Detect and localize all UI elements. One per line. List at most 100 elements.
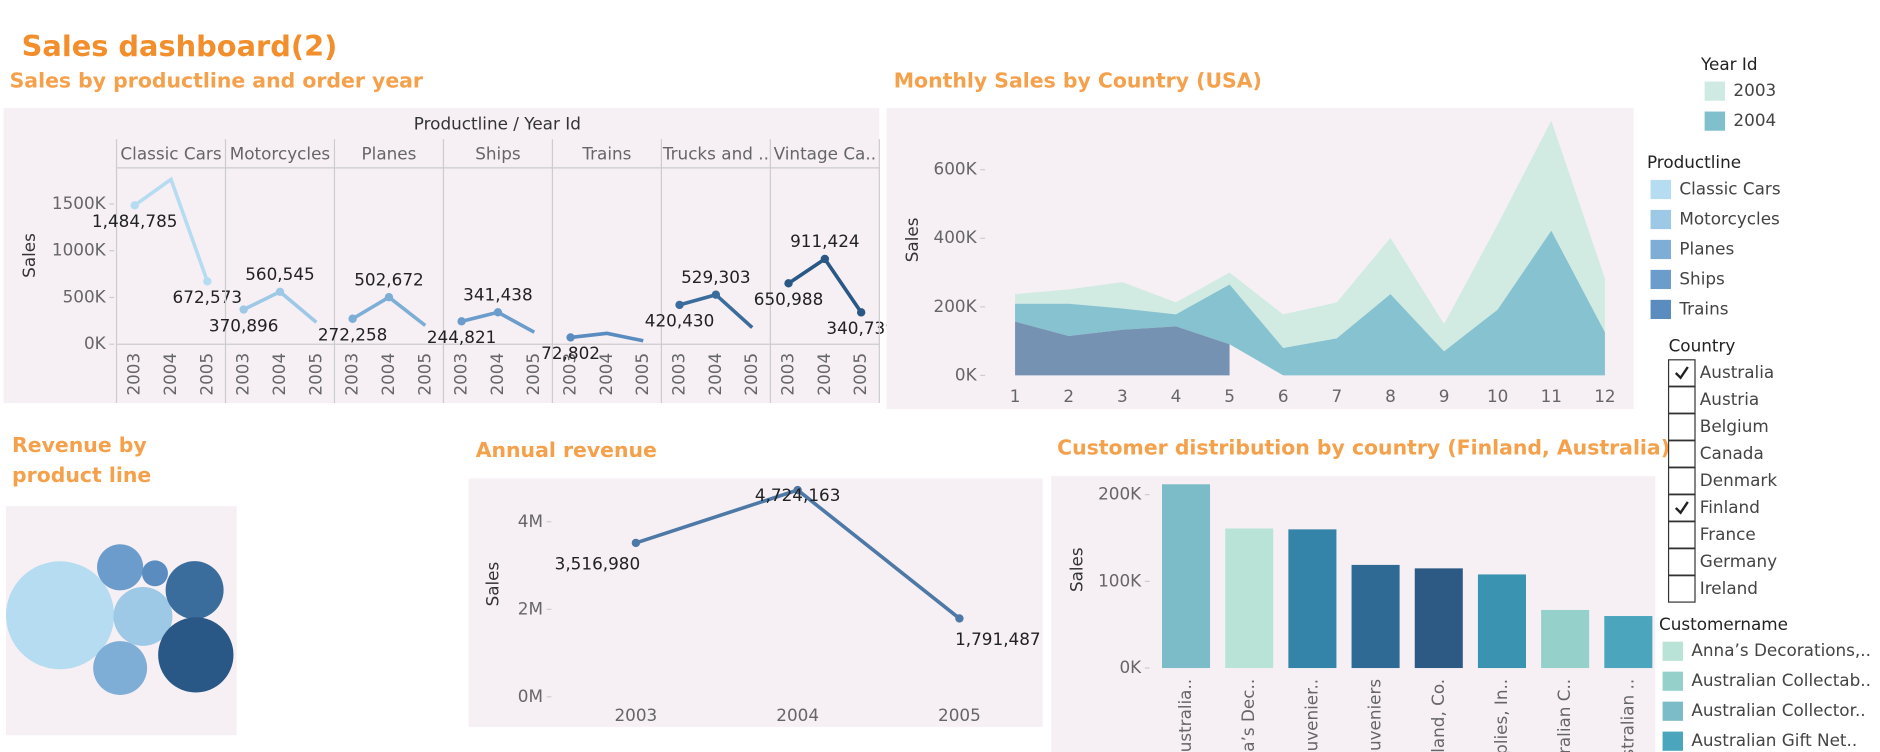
trellis-header: Productline / Year Id [414,114,581,134]
checkmark [1674,501,1689,515]
point [820,254,830,264]
bar [1414,568,1463,669]
y-tick-label: 0K [84,333,107,353]
legend-swatch [1662,701,1683,721]
data-label: 650,988 [754,289,824,309]
x-tick-label: 6 [1278,386,1289,406]
y-tick-label: 0K [1119,657,1142,677]
panel-header: Planes [362,144,417,164]
checkbox[interactable] [1667,494,1696,522]
checkbox[interactable] [1667,467,1696,495]
x-tick-label: 2004 [269,353,289,396]
point [493,308,503,317]
panel-header: Classic Cars [120,144,221,164]
legend-swatch [1650,239,1671,260]
legend-label: 2004 [1733,110,1776,130]
point [130,201,139,210]
data-label: 340,739 [826,318,896,338]
legend-swatch [1704,81,1726,101]
x-tick-label: 2003 [560,353,580,396]
line [570,331,644,343]
panel-header: Motorcycles [230,144,330,164]
bubble [97,544,144,591]
x-tick-label: 1 [1010,386,1021,406]
filter-label[interactable]: Belgium [1700,416,1769,436]
y-tick-label: 0M [518,686,543,706]
checkbox[interactable] [1667,413,1696,441]
filter-label[interactable]: Canada [1700,443,1764,463]
x-tick-label: 9 [1439,386,1450,406]
x-tick-label: Australian .. [1617,679,1637,752]
bubble [141,560,168,587]
x-tick-label: 2004 [487,353,507,396]
bar [1161,484,1211,669]
x-tick-label: 2003 [669,353,689,396]
legend-label: Australian Collectab.. [1691,670,1871,690]
filter-label[interactable]: Australia [1700,362,1774,382]
filter-label[interactable]: Austria [1700,389,1759,409]
y-tick-label: 1500K [52,193,107,213]
checkbox[interactable] [1667,440,1696,468]
panel-header: Vintage Ca.. [774,144,876,164]
panel-header: Trains [581,144,631,164]
legend-swatch [1704,111,1726,131]
x-tick-label: 4 [1171,386,1182,406]
panel-header: Ships [475,144,520,164]
filter-label[interactable]: France [1700,524,1756,544]
legend-title: Customername [1659,614,1788,634]
checkmark [1674,366,1689,380]
y-tick-label: 4M [518,511,543,531]
point [275,287,285,296]
line [133,176,210,282]
data-label: 72,802 [541,343,600,363]
chart-title: Revenue by product line [12,434,152,489]
checkbox[interactable] [1667,521,1696,549]
checkbox[interactable] [1667,548,1696,576]
filter-label[interactable]: Denmark [1700,470,1778,490]
x-tick-label: Anna’s Dec.. [1238,679,1258,752]
bar [1477,574,1526,669]
chart-title: Monthly Sales by Country (USA) [894,69,1262,93]
checkbox[interactable] [1667,386,1696,414]
x-tick-label: 2005 [850,353,870,396]
x-tick-label: 2004 [378,353,398,396]
filter-label[interactable]: Ireland [1700,578,1758,598]
bar [1604,616,1653,669]
data-label: 1,484,785 [92,211,178,231]
checkbox[interactable] [1667,575,1696,603]
filter-label[interactable]: Germany [1700,551,1777,571]
legend-swatch [1662,641,1683,661]
x-tick-label: 5 [1224,386,1235,406]
x-tick-label: 11 [1541,386,1562,406]
y-tick-label: 2M [518,598,543,618]
data-label: 3,516,980 [555,553,641,573]
x-tick-label: 2005 [523,353,543,396]
chart-title: Customer distribution by country (Finlan… [1057,436,1670,460]
x-tick-label: 2003 [124,353,144,396]
legend-swatch [1650,299,1671,320]
y-axis-label: Sales [902,218,922,263]
panel-background [3,107,880,403]
x-tick-label: 2005 [305,353,325,396]
legend-label: Trains [1678,298,1728,318]
legend-title: Year Id [1700,54,1758,74]
x-tick-label: 2005 [741,353,761,396]
chart-title: Annual revenue [476,438,657,462]
filter-label[interactable]: Finland [1700,497,1760,517]
x-tick-label: 2003 [614,705,657,725]
point [239,305,248,314]
x-tick-label: Oulu Toy Supplies, In.. [1491,679,1511,752]
x-tick-label: 2003 [451,353,471,396]
x-tick-label: 2003 [342,353,362,396]
legend-label: Ships [1679,268,1724,288]
legend-label: Australian Gift Net.. [1691,730,1857,750]
bar [1225,528,1274,669]
point [675,300,684,310]
legend-swatch [1650,179,1671,200]
data-label: 560,545 [245,264,315,284]
x-tick-label: 2005 [938,705,981,725]
bubble [158,617,234,693]
checkbox[interactable] [1667,359,1696,387]
x-tick-label: Suominen Souveniers [1365,679,1385,752]
